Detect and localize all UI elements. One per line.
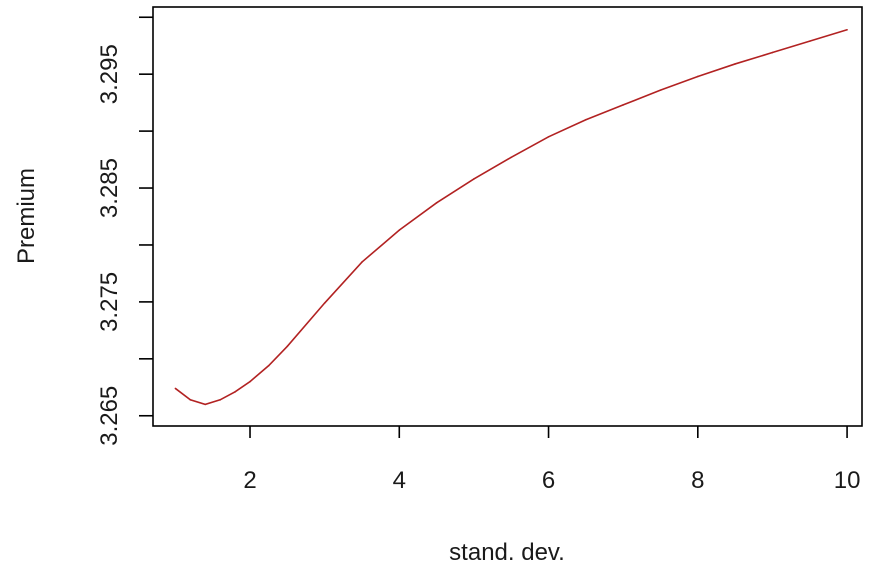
y-tick-label: 3.285 xyxy=(96,158,123,218)
data-point xyxy=(771,51,774,54)
data-point xyxy=(234,391,236,393)
y-axis-label: Premium xyxy=(13,168,40,264)
series-points xyxy=(174,28,848,406)
data-point xyxy=(361,261,363,263)
data-point xyxy=(323,302,326,304)
premium-line xyxy=(174,29,848,406)
data-point xyxy=(435,202,438,204)
y-tick-label: 3.295 xyxy=(96,44,123,104)
data-point xyxy=(189,399,192,401)
data-point xyxy=(249,380,251,383)
x-tick-label: 6 xyxy=(542,467,555,494)
data-point xyxy=(398,229,401,231)
x-tick-label: 8 xyxy=(691,467,704,494)
data-point xyxy=(174,387,177,390)
data-point xyxy=(734,63,736,65)
x-axis-label: stand. dev. xyxy=(449,539,565,566)
data-point xyxy=(267,364,270,367)
data-point xyxy=(204,403,207,406)
y-axis: 3.265 3.275 3.285 3.295 xyxy=(96,16,153,446)
data-point xyxy=(510,156,513,159)
data-point xyxy=(697,75,699,78)
plot-frame xyxy=(152,6,863,427)
data-point xyxy=(473,178,475,180)
data-point xyxy=(286,345,289,348)
x-tick-label: 10 xyxy=(834,467,861,494)
data-point xyxy=(547,135,550,138)
data-point xyxy=(659,89,662,91)
x-tick-label: 2 xyxy=(243,467,256,494)
data-point xyxy=(846,28,848,31)
y-tick-label: 3.265 xyxy=(96,386,123,446)
data-point xyxy=(585,118,587,121)
data-point xyxy=(808,40,811,42)
y-tick-label: 3.275 xyxy=(96,272,123,332)
data-point xyxy=(622,104,624,106)
x-tick-label: 4 xyxy=(393,467,406,494)
data-point xyxy=(219,399,221,401)
x-axis: 2 4 6 8 10 xyxy=(243,426,860,494)
